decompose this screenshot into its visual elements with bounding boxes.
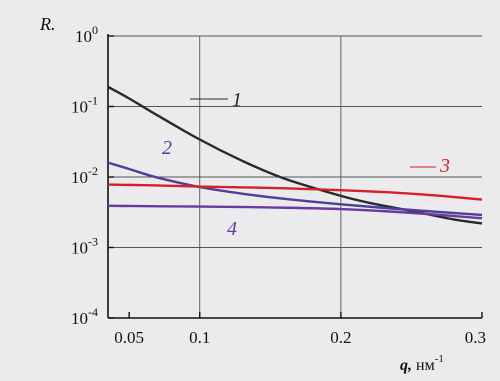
x-tick-label-3: 0.3 [465,328,486,347]
x-tick-label-0: 0.05 [114,328,144,347]
x-tick-label-1: 0.1 [189,328,210,347]
series-label-4: 4 [227,218,237,240]
series-label-1: 1 [232,89,242,111]
series-label-2: 2 [162,137,172,159]
series-label-3: 3 [439,155,450,177]
x-tick-label-2: 0.2 [330,328,351,347]
y-axis-label: R. [39,14,56,34]
